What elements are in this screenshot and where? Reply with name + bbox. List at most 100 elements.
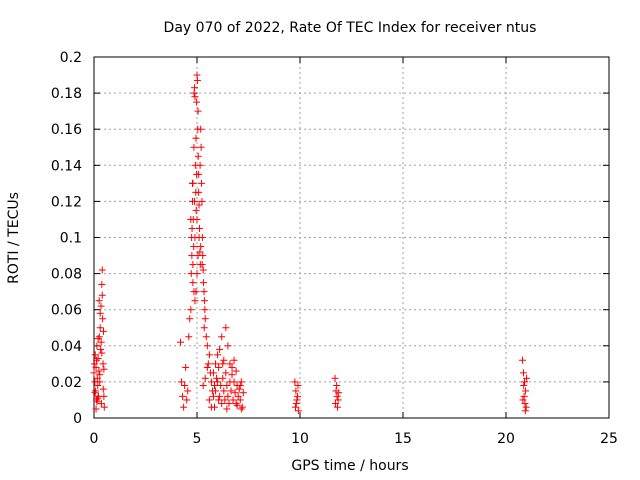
data-point	[218, 333, 226, 341]
data-point	[197, 143, 205, 151]
data-point	[96, 371, 104, 379]
y-tick-label: 0.1	[60, 231, 82, 247]
data-point	[94, 354, 102, 362]
data-point	[188, 252, 196, 260]
y-tick-label: 0.14	[51, 158, 82, 174]
data-point	[98, 291, 106, 299]
data-point	[97, 345, 105, 353]
data-point	[205, 351, 213, 359]
data-point	[200, 297, 208, 305]
data-point	[223, 405, 231, 413]
data-point	[196, 161, 204, 169]
data-point	[333, 392, 341, 400]
plot-frame	[93, 56, 610, 419]
data-point	[521, 400, 529, 408]
data-point	[177, 338, 185, 346]
data-point	[98, 349, 106, 357]
data-point	[191, 197, 199, 205]
data-point	[522, 387, 530, 395]
grid	[94, 57, 609, 418]
data-point	[198, 261, 206, 269]
data-point	[91, 351, 99, 359]
data-point	[184, 387, 192, 395]
data-point	[193, 215, 201, 223]
data-point	[188, 179, 196, 187]
data-point	[236, 382, 244, 390]
data-point	[200, 324, 208, 332]
data-point	[97, 302, 105, 310]
data-point	[193, 76, 201, 84]
data-point	[196, 248, 204, 256]
data-point	[191, 93, 199, 101]
data-point	[234, 392, 242, 400]
data-point	[180, 403, 188, 411]
data-point	[185, 333, 193, 341]
data-point	[187, 215, 195, 223]
data-point	[198, 197, 206, 205]
y-tick-label: 0.16	[51, 122, 82, 138]
data-point	[195, 234, 203, 241]
data-point	[95, 367, 103, 375]
data-point	[192, 206, 200, 214]
data-point	[291, 378, 299, 386]
data-point	[212, 387, 220, 395]
data-point	[292, 400, 300, 408]
data-point	[193, 170, 201, 178]
data-point	[190, 243, 198, 251]
data-point	[229, 396, 237, 404]
x-tick-labels: 0 5 10 15 20 25	[90, 431, 618, 447]
data-point	[233, 401, 241, 409]
data-point	[99, 315, 107, 323]
data-point	[334, 396, 342, 404]
data-point	[212, 360, 220, 368]
data-point	[100, 403, 108, 411]
y-tick-labels: 0 0.02 0.04 0.06 0.08 0.1 0.12 0.14 0.16 0.18 0.2	[51, 50, 82, 427]
data-point	[203, 363, 211, 371]
data-point	[237, 378, 245, 386]
data-point	[200, 279, 208, 287]
y-tick-label: 0.04	[51, 339, 82, 355]
data-point	[93, 374, 101, 382]
data-point	[95, 333, 103, 341]
data-point	[294, 407, 302, 415]
data-point	[194, 252, 202, 260]
y-tick-label: 0.18	[51, 86, 82, 102]
data-point	[197, 125, 205, 133]
data-point	[90, 369, 98, 377]
data-points	[90, 71, 531, 415]
x-axis-label: GPS time / hours	[291, 458, 408, 474]
data-point	[189, 261, 197, 269]
data-point	[222, 324, 230, 332]
y-tick-label: 0.12	[51, 194, 82, 210]
data-point	[93, 398, 101, 406]
data-point	[522, 403, 530, 411]
data-point	[214, 351, 222, 359]
data-point	[92, 405, 100, 413]
data-point	[187, 306, 195, 314]
data-point	[200, 288, 208, 296]
data-point	[293, 396, 301, 404]
data-point	[292, 387, 300, 395]
y-tick-label: 0.08	[51, 267, 82, 283]
data-point	[207, 378, 215, 386]
data-point	[219, 374, 227, 382]
data-point	[92, 396, 100, 404]
data-point	[520, 382, 528, 390]
data-point	[217, 382, 225, 390]
data-point	[92, 363, 100, 371]
data-point	[230, 378, 238, 386]
data-point	[191, 297, 199, 305]
data-point	[214, 378, 222, 386]
data-point	[93, 342, 101, 350]
data-point	[91, 389, 99, 397]
data-point	[95, 297, 103, 305]
data-point	[520, 369, 528, 377]
data-point	[94, 394, 102, 402]
data-point	[201, 306, 209, 314]
data-point	[331, 400, 339, 408]
data-point	[188, 224, 196, 232]
data-point	[99, 327, 107, 335]
data-point	[235, 385, 243, 393]
data-point	[291, 403, 299, 411]
data-point	[220, 356, 228, 364]
